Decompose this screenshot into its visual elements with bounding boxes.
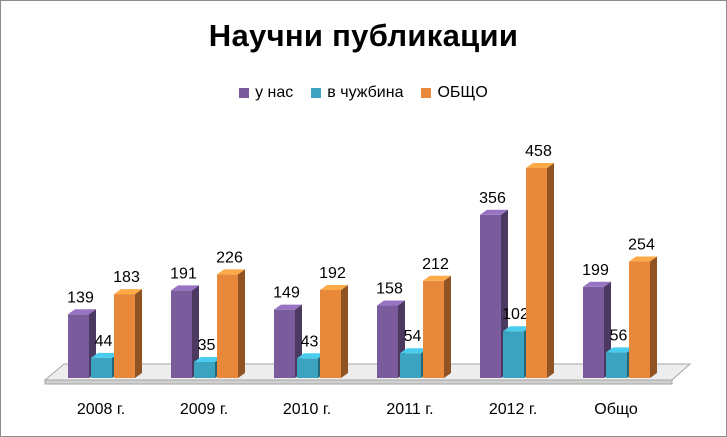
legend-item-series-3: ОБЩО	[421, 84, 488, 102]
chart-title: Научни публикации	[208, 18, 519, 53]
data-label-1-1: 139	[67, 289, 94, 306]
category-label-5: 2012 г.	[489, 401, 537, 418]
legend-item-series-1: у нас	[239, 84, 293, 102]
category-label-2: 2009 г.	[180, 401, 228, 418]
bar-3-5	[526, 168, 547, 378]
bar-side-3-3	[341, 284, 348, 378]
bar-top-3-6	[629, 256, 657, 262]
bar-3-3	[320, 289, 341, 378]
bar-3-2	[217, 274, 238, 378]
data-label-3-2: 226	[216, 249, 243, 266]
category-label-4: 2011 г.	[386, 401, 433, 418]
chart-floor-edge	[44, 379, 673, 385]
data-label-1-4: 158	[376, 281, 403, 298]
data-label-3-4: 212	[422, 256, 449, 273]
bar-1-3	[274, 309, 295, 378]
data-label-3-1: 183	[113, 269, 140, 286]
bar-top-3-3	[320, 284, 348, 290]
legend-swatch-series-3	[421, 88, 432, 98]
legend-label-series-2: в чужбина	[327, 84, 404, 101]
bar-side-3-4	[444, 275, 451, 378]
bar-1-5	[480, 214, 501, 378]
bar-top-2-3	[297, 353, 325, 359]
bar-side-3-2	[238, 269, 245, 378]
category-label-6: Общо	[594, 401, 638, 418]
bar-3-1	[114, 294, 135, 378]
bar-3-4	[423, 280, 444, 378]
bar-side-3-6	[650, 256, 657, 378]
bar-1-2	[171, 290, 192, 378]
data-label-3-5: 458	[525, 143, 552, 160]
bar-side-1-2	[192, 285, 199, 378]
bar-1-6	[583, 286, 604, 378]
legend: у нас в чужбина ОБЩО	[0, 84, 727, 102]
legend-swatch-series-1	[239, 88, 250, 98]
data-label-2-6: 56	[610, 327, 628, 344]
data-label-1-3: 149	[273, 285, 300, 302]
bar-top-3-1	[114, 289, 142, 295]
data-label-1-6: 199	[582, 262, 609, 279]
bar-1-4	[377, 305, 398, 378]
legend-swatch-series-2	[311, 88, 322, 98]
bar-top-2-6	[606, 347, 634, 353]
bar-side-3-1	[135, 289, 142, 378]
bar-top-2-4	[400, 348, 428, 354]
legend-label-series-3: ОБЩО	[437, 84, 488, 101]
legend-item-series-2: в чужбина	[311, 84, 403, 102]
data-label-1-5: 356	[479, 190, 506, 207]
bar-2-1	[91, 357, 112, 378]
bar-top-1-3	[274, 304, 302, 310]
bar-top-1-6	[583, 281, 611, 287]
data-label-2-1: 44	[95, 333, 113, 350]
legend-label-series-1: у нас	[255, 84, 294, 101]
bar-top-2-1	[91, 352, 119, 358]
data-label-2-2: 35	[198, 337, 216, 354]
data-label-2-5: 102	[502, 306, 529, 323]
bar-top-1-4	[377, 300, 405, 306]
bar-3-6	[629, 261, 650, 378]
bar-top-1-1	[68, 309, 96, 315]
bar-top-1-2	[171, 285, 199, 291]
data-label-3-6: 254	[628, 237, 655, 254]
bar-top-2-5	[503, 326, 531, 332]
data-label-3-3: 192	[319, 265, 346, 282]
data-label-2-3: 43	[301, 333, 319, 350]
bar-top-3-5	[526, 163, 554, 168]
bar-top-3-2	[217, 269, 245, 275]
bar-1-1	[68, 314, 89, 378]
data-label-1-2: 191	[170, 265, 197, 282]
bar-top-1-5	[480, 209, 508, 215]
bar-2-6	[606, 352, 627, 378]
bar-2-3	[297, 358, 318, 378]
bar-2-4	[400, 353, 421, 378]
bar-side-3-5	[547, 163, 554, 378]
category-label-1: 2008 г.	[77, 401, 125, 418]
bar-top-3-4	[423, 275, 451, 281]
data-label-2-4: 54	[404, 328, 422, 345]
category-label-3: 2010 г.	[283, 401, 331, 418]
bar-top-2-2	[194, 356, 222, 362]
bar-2-2	[194, 361, 215, 378]
bar-2-5	[503, 331, 524, 378]
